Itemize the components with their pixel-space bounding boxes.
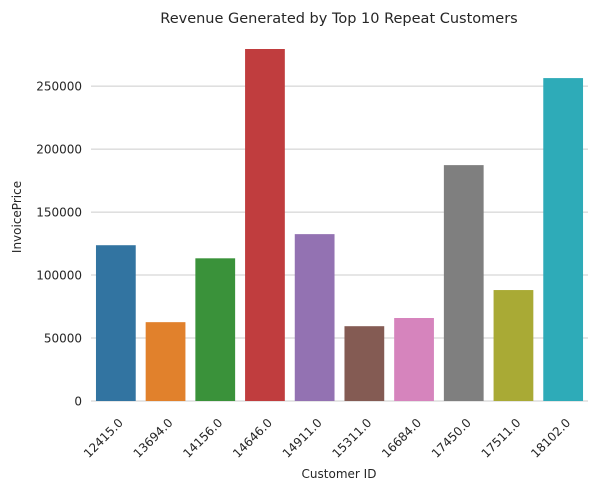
- y-tick-label: 250000: [36, 80, 82, 94]
- x-tick-label: 12415.0: [81, 416, 126, 461]
- bar: [543, 78, 584, 402]
- bar: [294, 234, 335, 401]
- bar: [443, 165, 484, 401]
- bar: [394, 318, 434, 401]
- bar: [245, 49, 285, 401]
- bar: [493, 290, 534, 401]
- x-tick-label: 14646.0: [230, 416, 275, 461]
- x-tick-label: 18102.0: [528, 416, 573, 461]
- x-tick-label: 14911.0: [280, 416, 325, 461]
- y-tick-label: 0: [74, 395, 82, 409]
- x-axis-label: Customer ID: [302, 467, 377, 481]
- bar: [95, 245, 136, 401]
- y-tick-label: 100000: [36, 269, 82, 283]
- x-tick-label: 16684.0: [379, 416, 424, 461]
- y-tick-label: 200000: [36, 143, 82, 157]
- x-tick-label: 17511.0: [479, 416, 524, 461]
- y-axis-label: InvoicePrice: [10, 181, 24, 253]
- bar: [195, 258, 236, 401]
- bar: [344, 326, 385, 401]
- x-tick-label: 13694.0: [131, 416, 176, 461]
- chart-title: Revenue Generated by Top 10 Repeat Custo…: [160, 11, 517, 27]
- x-tick-label: 17450.0: [429, 416, 474, 461]
- bars: [95, 49, 584, 402]
- x-tick-label: 15311.0: [329, 416, 374, 461]
- bar: [145, 322, 186, 401]
- x-tick-label: 14156.0: [180, 416, 225, 461]
- y-tick-label: 50000: [44, 332, 82, 346]
- y-tick-label: 150000: [36, 206, 82, 220]
- x-tick-labels: 12415.0 13694.0 14156.0 14646.0 14911.0 15311…: [81, 416, 573, 461]
- y-tick-labels: 0 50000 100000 150000 200000 250000: [36, 80, 82, 409]
